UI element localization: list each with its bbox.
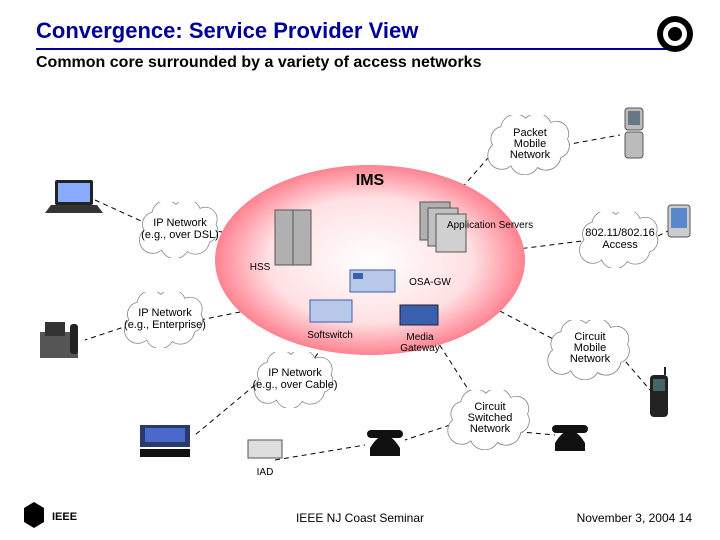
packet-mobile-cloud: Packet Mobile Network	[488, 113, 570, 175]
desk-phone-2-icon	[552, 425, 588, 451]
slide-title: Convergence: Service Provider View	[36, 18, 684, 44]
ims-cloud: IMS HSS Application Servers OSA-GW	[215, 165, 533, 355]
svg-text:IP Network: IP Network	[138, 307, 192, 319]
ip-enterprise-cloud: IP Network (e.g., Enterprise)	[124, 290, 206, 349]
svg-text:802.11/802.16: 802.11/802.16	[585, 227, 655, 239]
app-servers-label-1: Application Servers	[447, 220, 533, 231]
wlan-cloud: 802.11/802.16 Access	[579, 210, 657, 269]
network-diagram: IMS HSS Application Servers OSA-GW	[0, 90, 720, 490]
svg-text:IEEE: IEEE	[52, 511, 77, 523]
ieee-logo: IEEE	[22, 500, 77, 530]
iad-label: IAD	[257, 467, 274, 478]
circuit-switched-cloud: Circuit Switched Network	[448, 388, 530, 450]
svg-text:Network: Network	[470, 423, 511, 435]
bar-phone-icon	[650, 367, 668, 417]
media-gw-label-1: Media	[406, 332, 434, 343]
ip-phone-icon	[40, 322, 78, 358]
softswitch-icon	[310, 300, 352, 322]
softswitch-label: Softswitch	[307, 330, 353, 341]
ip-cable-cloud: IP Network (e.g., over Cable)	[253, 350, 338, 409]
pda-icon	[668, 205, 690, 237]
org-logo-top	[650, 12, 700, 57]
footer-right: November 3, 2004 14	[577, 511, 692, 525]
svg-text:IP Network: IP Network	[268, 367, 322, 379]
ims-label: IMS	[356, 172, 385, 189]
flip-phone-icon	[625, 108, 643, 158]
hss-label: HSS	[250, 262, 271, 273]
hss-icon	[275, 210, 311, 265]
svg-text:(e.g., over Cable): (e.g., over Cable)	[253, 379, 338, 391]
svg-text:Network: Network	[510, 149, 551, 161]
media-gw-label-2: Gateway	[400, 343, 439, 354]
desk-phone-1-icon	[367, 430, 403, 456]
slide-subtitle: Common core surrounded by a variety of a…	[36, 54, 684, 72]
svg-text:(e.g., Enterprise): (e.g., Enterprise)	[124, 319, 206, 331]
svg-text:Access: Access	[602, 239, 638, 251]
iad-icon	[248, 440, 282, 458]
osa-gw-icon	[350, 270, 395, 292]
svg-text:(e.g., over DSL): (e.g., over DSL)	[141, 229, 219, 241]
circuit-mobile-cloud: Circuit Mobile Network	[548, 318, 630, 380]
title-rule	[36, 48, 684, 50]
svg-text:IP Network: IP Network	[153, 217, 207, 229]
footer-center: IEEE NJ Coast Seminar	[296, 511, 424, 525]
svg-text:Network: Network	[570, 353, 611, 365]
ip-dsl-cloud: IP Network (e.g., over DSL)	[139, 200, 218, 259]
settop-icon	[140, 425, 190, 457]
laptop-icon	[45, 180, 103, 213]
osa-gw-label: OSA-GW	[409, 277, 451, 288]
media-gw-icon	[400, 305, 438, 325]
